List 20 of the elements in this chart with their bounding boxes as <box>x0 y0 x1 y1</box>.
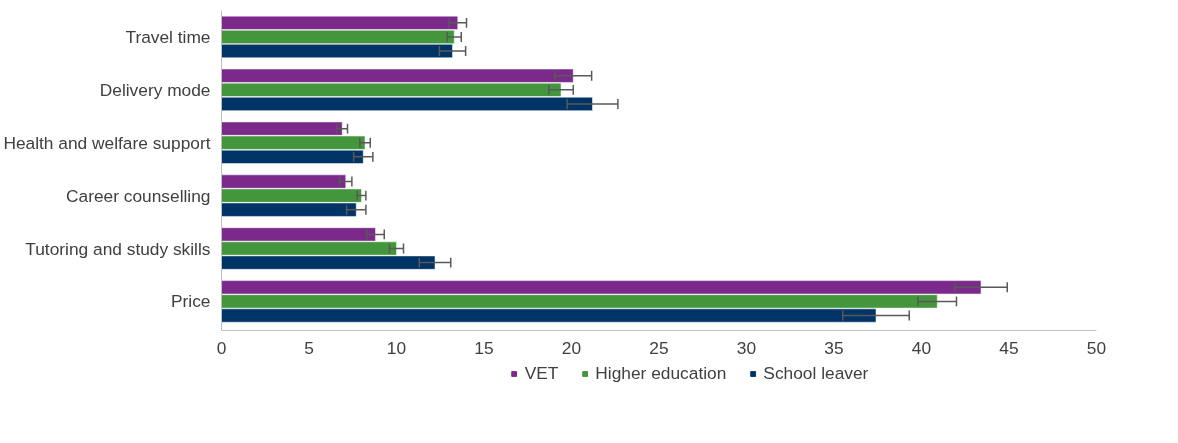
y-tick-label: Travel time <box>125 26 211 47</box>
x-tick-label: 30 <box>736 337 757 358</box>
x-tick-label: 15 <box>474 337 494 358</box>
y-tick-label: Delivery mode <box>99 79 211 100</box>
y-tick-label: Health and welfare support <box>3 132 211 153</box>
y-tick-label: Career counselling <box>66 185 211 206</box>
x-tick-label: 45 <box>999 337 1019 358</box>
x-tick-label: 10 <box>386 337 407 358</box>
x-tick-label: 35 <box>824 337 844 358</box>
legend-label: VET <box>524 362 559 384</box>
y-tick-label: Tutoring and study skills <box>25 238 211 259</box>
x-tick-label: 40 <box>911 337 932 358</box>
legend-label: Higher education <box>595 362 727 384</box>
x-tick-label: 20 <box>561 337 582 358</box>
x-tick-label: 5 <box>304 337 314 358</box>
x-tick-label: 50 <box>1086 337 1107 358</box>
y-tick-label: Price <box>171 291 211 312</box>
x-tick-label: 25 <box>649 337 669 358</box>
x-tick-label: 0 <box>216 337 227 358</box>
legend-label: School leaver <box>763 362 869 384</box>
